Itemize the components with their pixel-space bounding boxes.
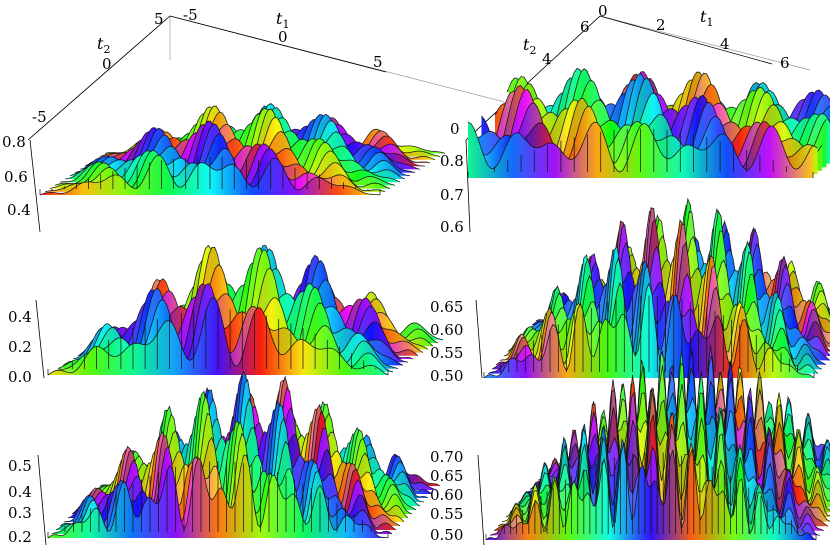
z-tick-label: 0.2 [8,338,32,356]
t1-axis-title: t1 [276,9,289,31]
t1-tick-label: 6 [780,54,790,72]
z-tick-label: 0.70 [430,448,463,466]
z-axis-line [35,299,45,379]
surface-left-middle [47,244,444,376]
z-tick-label: 0.65 [430,467,463,485]
z-axis-line [477,454,485,546]
t2-tick-label: 6 [580,18,590,36]
z-tick-label: 0.3 [8,504,32,522]
z-tick-label: 0.4 [7,201,31,219]
z-tick-label: 0.8 [440,152,464,170]
mesh-line [44,148,386,193]
z-tick-label: 0.6 [440,218,464,236]
t2-tick-label: 0 [102,55,112,73]
z-axis-line [475,299,483,379]
z-tick-label: 0.8 [2,133,26,151]
surface-right-top [467,67,830,178]
panel-left-bottom: 0.5 0.4 0.3 0.2 [8,454,47,546]
t1-tick-label: -5 [183,6,198,24]
z-tick-label: 0.2 [8,528,32,546]
t1-tick-label: 2 [656,16,666,34]
surface-left-bottom [47,370,441,539]
mesh-line [64,116,406,180]
surface-left-top [39,103,446,196]
z-tick-label: 0.55 [430,505,463,523]
z-tick-label: 0.0 [8,368,32,386]
z-tick-label: 0.50 [430,367,463,385]
mesh-line [489,424,821,536]
t2-axis-line [465,15,601,141]
t1-tick-label: 0 [278,28,288,46]
mesh-line [467,121,814,173]
t2-tick-label: -5 [32,108,47,126]
surface-strip [52,433,392,534]
panel-left-middle: 0.4 0.2 0.0 [8,299,45,386]
mesh-line [79,105,421,170]
z-tick-label: 0.7 [440,186,464,204]
t2-tick-label: 4 [542,50,552,68]
t2-axis-title: t2 [97,34,110,56]
t1-axis-title: t1 [700,7,713,29]
t2-tick-label: 0 [450,120,460,138]
t1-axis-line [599,15,773,65]
z-tick-label: 0.60 [430,321,463,339]
z-axis-line [37,454,47,546]
z-axis-line [465,139,471,233]
mesh-line [47,296,389,376]
z-tick-label: 0.5 [8,457,32,475]
t1-tick-label: 5 [373,53,383,71]
mesh-line [483,282,815,379]
t1-tick-label: 4 [720,35,730,53]
mesh-line [521,350,830,499]
panel-right-bottom: 0.70 0.65 0.60 0.55 0.50 [430,448,485,546]
surface-right-middle [483,197,830,379]
panel-left-top: -5 0 5 t1 5 0 -5 t2 0.8 0.6 0.4 [2,6,591,233]
mesh-line [49,133,391,189]
z-tick-label: 0.55 [430,344,463,362]
z-tick-label: 0.6 [4,168,28,186]
t1-axis-line [169,15,387,73]
z-tick-label: 0.60 [430,486,463,504]
t2-tick-label: 5 [154,10,164,28]
z-tick-label: 0.4 [8,308,32,326]
t1-tick-label: 0 [598,2,608,20]
t2-axis-title: t2 [523,35,536,57]
z-axis-line [29,139,41,233]
panel-right-middle: 0.65 0.60 0.55 0.50 [430,298,483,385]
t2-axis-line [27,15,171,141]
z-tick-label: 0.65 [430,298,463,316]
z-tick-label: 0.4 [8,483,32,501]
z-tick-label: 0.50 [430,526,463,544]
surface-right-bottom [485,344,830,541]
